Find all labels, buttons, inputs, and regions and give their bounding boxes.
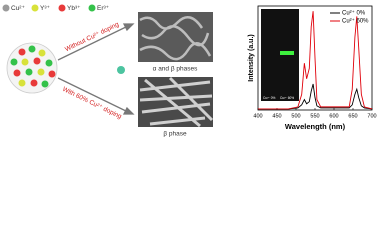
spectrum-line	[258, 11, 373, 110]
inset-label: Cu²⁺ 60%	[280, 96, 294, 100]
arrowhead	[122, 106, 135, 115]
arrow	[57, 25, 129, 61]
x-tick-label: 550	[310, 113, 319, 119]
ion-label: Cu²⁺	[11, 5, 25, 12]
x-tick-label: 700	[367, 113, 376, 119]
x-tick-label: 500	[291, 113, 300, 119]
arrow-label: Without Cu²⁺ doping	[64, 21, 121, 53]
image-caption: β phase	[163, 131, 187, 138]
x-tick-label: 650	[348, 113, 357, 119]
y-axis-label: Intensity (a.u.)	[248, 34, 255, 81]
ion-dot	[88, 4, 96, 12]
ion-label: Y³⁺	[40, 5, 51, 12]
inset-glow	[280, 51, 294, 55]
ion-label: Yb³⁺	[67, 5, 81, 12]
legend-label: Cu²⁺ 60%	[342, 18, 369, 25]
x-tick-label: 600	[329, 113, 338, 119]
chart: Cu²⁺ 0% Cu²⁺ 60%400 450 500 550 600 650 700Wave…	[248, 5, 377, 131]
ion-dot	[58, 4, 66, 12]
sem-image	[138, 12, 213, 62]
sem-image	[138, 76, 214, 128]
inset-label: Cu²⁺ 0%	[263, 96, 275, 100]
arrow	[57, 77, 129, 113]
ion-dot	[31, 4, 39, 12]
arrowhead	[122, 23, 135, 32]
ion-dot	[2, 4, 10, 12]
ion-cluster	[6, 42, 58, 94]
ion-label: Er³⁺	[97, 5, 110, 12]
cu-dot	[117, 66, 125, 74]
spectrum-line	[258, 83, 373, 110]
x-axis-label: Wavelength (nm)	[285, 122, 346, 131]
x-tick-label: 400	[253, 113, 262, 119]
legend-label: Cu²⁺ 0%	[342, 10, 366, 17]
x-tick-label: 450	[272, 113, 281, 119]
figure: Cu²⁺ Y³⁺ Yb³⁺ Er³⁺ Without Cu²⁺ doping W…	[2, 4, 377, 138]
arrow-label: With 60% Cu²⁺ doping	[61, 86, 123, 121]
image-caption: α and β phases	[153, 66, 198, 73]
